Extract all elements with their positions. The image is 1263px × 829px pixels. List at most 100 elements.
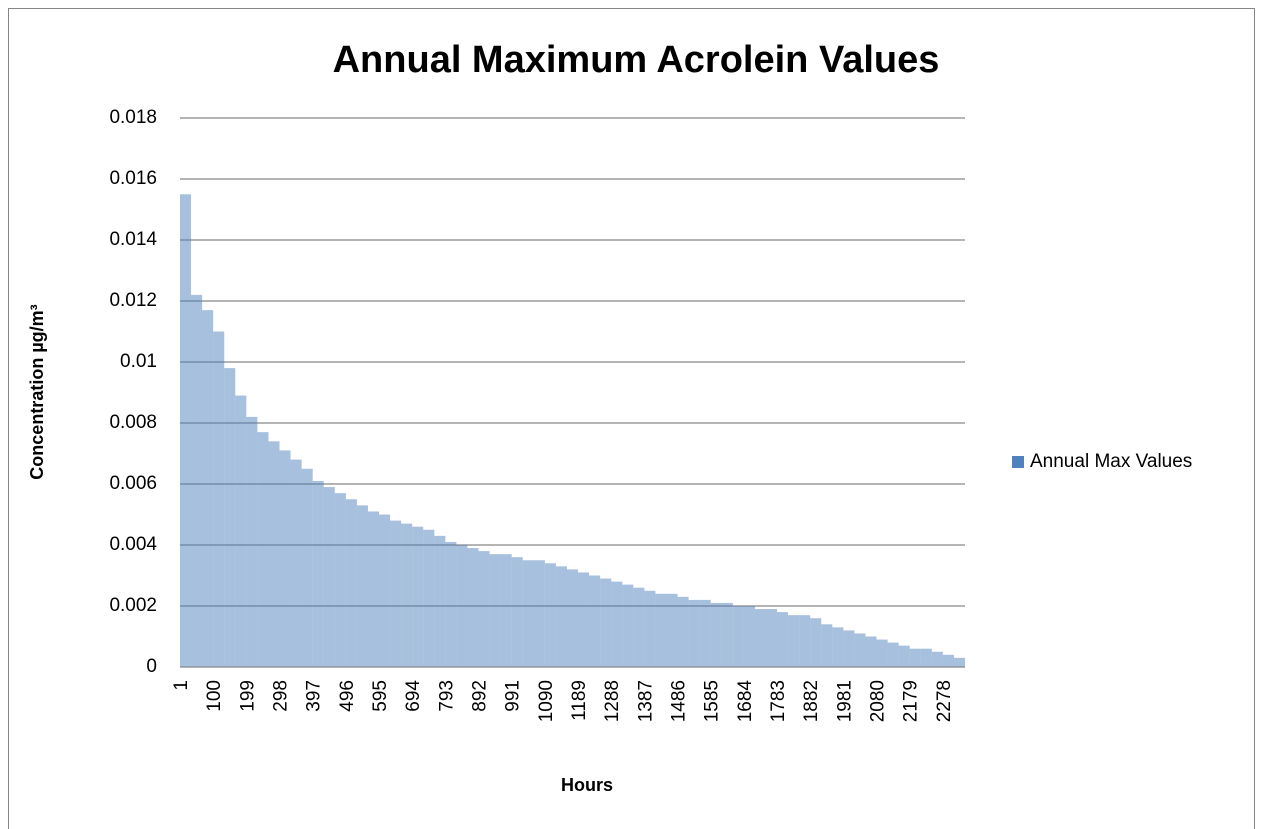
bar — [367, 511, 380, 667]
bar — [743, 606, 755, 667]
x-tick-label: 1189 — [569, 680, 590, 721]
x-tick-label: 1288 — [602, 680, 623, 722]
bar — [600, 578, 612, 667]
x-tick-label: 694 — [403, 680, 424, 712]
y-tick-label: 0.008 — [109, 412, 157, 433]
x-tick-label: 1981 — [834, 680, 855, 722]
y-tick-label: 0.01 — [120, 351, 157, 372]
bar — [633, 587, 645, 667]
x-tick-label: 397 — [304, 680, 325, 712]
bar — [478, 551, 490, 667]
bar — [257, 432, 269, 667]
bar — [423, 529, 435, 667]
x-tick-label: 1783 — [768, 680, 789, 722]
y-axis-label: Concentration µg/m³ — [27, 304, 47, 479]
bar — [445, 541, 457, 667]
bar — [688, 599, 700, 667]
x-tick-label: 199 — [237, 680, 258, 712]
x-tick-label: 2278 — [934, 680, 955, 722]
bar — [611, 581, 623, 667]
x-tick-label: 1090 — [536, 680, 557, 722]
y-tick-label: 0.018 — [109, 107, 157, 128]
bar — [279, 450, 291, 667]
bar — [566, 569, 579, 667]
bar — [677, 596, 689, 667]
bar — [754, 609, 766, 667]
bar — [312, 480, 324, 667]
bar — [931, 651, 943, 667]
chart-title: Annual Maximum Acrolein Values — [333, 39, 940, 81]
bar — [489, 554, 501, 667]
bar — [390, 520, 402, 667]
x-tick-label: 991 — [503, 680, 524, 712]
bar — [799, 615, 811, 667]
x-tick-label: 595 — [370, 680, 391, 712]
bar — [666, 593, 678, 667]
bar — [224, 368, 236, 667]
y-tick-label: 0.014 — [109, 229, 157, 250]
bar — [456, 545, 468, 667]
x-tick-label: 2080 — [868, 680, 889, 722]
x-tick-label: 793 — [436, 680, 457, 712]
x-tick-label: 1387 — [635, 680, 656, 722]
bar — [788, 615, 800, 667]
y-tick-label: 0 — [146, 656, 157, 677]
y-tick-label: 0.016 — [109, 168, 157, 189]
y-tick-label: 0.002 — [109, 595, 157, 616]
bar — [246, 416, 258, 667]
bar — [655, 593, 667, 667]
bar — [522, 560, 534, 667]
legend-label: Annual Max Values — [1030, 451, 1192, 472]
bar — [578, 572, 590, 667]
bar — [710, 602, 722, 667]
bar — [345, 499, 357, 667]
x-tick-label: 1 — [171, 680, 192, 691]
x-tick-label: 892 — [470, 680, 491, 712]
bar — [290, 459, 302, 667]
x-tick-label: 298 — [271, 680, 292, 712]
x-tick-label: 100 — [204, 680, 225, 712]
bar — [832, 627, 844, 667]
bar — [235, 395, 247, 667]
x-tick-label: 1585 — [702, 680, 723, 722]
bar — [191, 294, 203, 667]
bar — [721, 602, 733, 667]
x-tick-label: 1684 — [735, 680, 756, 723]
legend-swatch — [1012, 456, 1024, 468]
bar — [533, 560, 545, 667]
bar — [765, 609, 778, 667]
bar — [909, 648, 921, 667]
bar — [821, 624, 833, 667]
bar — [379, 514, 391, 667]
bar — [876, 639, 888, 667]
bar — [301, 468, 313, 667]
bar — [334, 493, 346, 667]
bar — [412, 526, 424, 667]
bar — [555, 566, 567, 667]
bar — [589, 575, 601, 667]
bar — [268, 441, 280, 667]
bar — [467, 548, 479, 667]
bar — [887, 642, 899, 667]
bar — [699, 599, 711, 667]
bar — [644, 590, 656, 667]
bar — [898, 645, 910, 667]
y-tick-label: 0.012 — [109, 290, 157, 311]
bar — [854, 633, 866, 667]
x-axis-label: Hours — [561, 775, 613, 795]
bar — [622, 584, 634, 667]
bar — [213, 331, 225, 667]
bar — [202, 310, 214, 667]
x-tick-label: 496 — [337, 680, 358, 712]
bar — [953, 657, 965, 667]
bar — [920, 648, 932, 667]
y-tick-label: 0.006 — [109, 473, 157, 494]
bar — [777, 612, 789, 667]
bar — [356, 505, 368, 667]
bar — [434, 535, 446, 667]
bar — [323, 487, 335, 667]
bar — [732, 606, 744, 667]
x-tick-label: 2179 — [901, 680, 922, 722]
x-tick-label: 1882 — [801, 680, 822, 722]
